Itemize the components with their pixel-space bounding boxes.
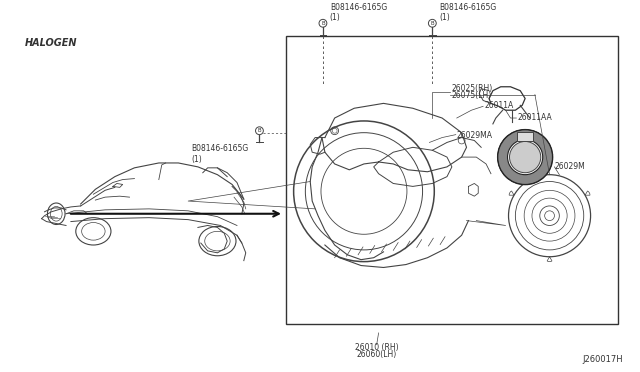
Wedge shape — [498, 130, 552, 185]
Text: 26029M: 26029M — [554, 162, 585, 171]
Text: 26029MA: 26029MA — [457, 131, 493, 140]
Text: 26060(LH): 26060(LH) — [356, 350, 397, 359]
Text: B: B — [258, 128, 261, 133]
Text: HALOGEN: HALOGEN — [25, 38, 77, 48]
Circle shape — [509, 141, 541, 173]
Text: 26011A: 26011A — [484, 101, 513, 110]
Bar — [286, 36, 618, 324]
Text: B08146-6165G
(1): B08146-6165G (1) — [439, 3, 497, 22]
Text: 26010 (RH): 26010 (RH) — [355, 343, 399, 352]
Text: 26075(LH): 26075(LH) — [452, 92, 492, 100]
Text: B: B — [431, 21, 434, 26]
Text: B08146-6165G
(1): B08146-6165G (1) — [330, 3, 387, 22]
Text: J260017H: J260017H — [582, 355, 623, 364]
Text: 26011AA: 26011AA — [517, 113, 552, 122]
Bar — [517, 132, 533, 141]
Text: B: B — [321, 21, 324, 26]
Text: B08146-6165G
(1): B08146-6165G (1) — [191, 144, 248, 164]
Text: 26025(RH): 26025(RH) — [452, 84, 493, 93]
